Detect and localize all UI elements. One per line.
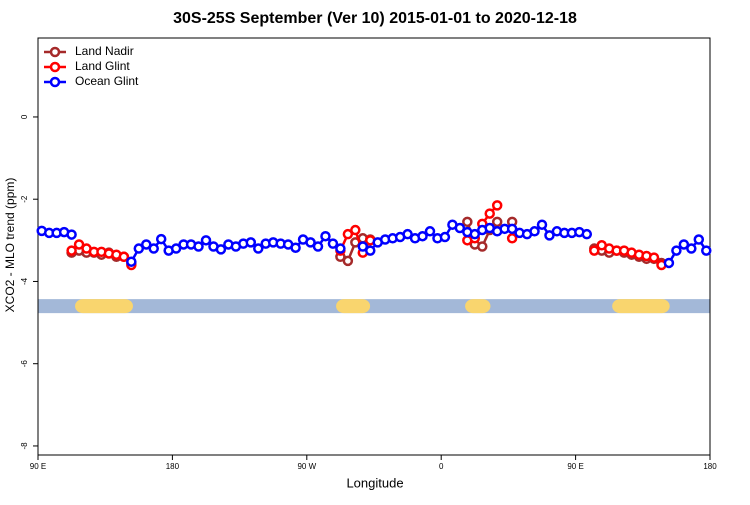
data-point <box>342 228 354 240</box>
data-point <box>148 243 159 254</box>
data-point <box>327 238 339 249</box>
y-tick-label: -4 <box>20 277 29 285</box>
data-point <box>290 242 301 253</box>
x-tick-label: 0 <box>439 462 444 471</box>
land-band <box>336 299 371 314</box>
data-point <box>589 245 600 256</box>
data-point <box>477 241 488 252</box>
data-point <box>357 241 369 252</box>
data-point <box>365 245 376 256</box>
data-point <box>141 239 152 250</box>
data-point <box>693 234 705 245</box>
data-point <box>320 230 331 242</box>
data-point <box>484 208 495 219</box>
data-point <box>671 245 682 256</box>
data-point <box>581 228 593 240</box>
data-point <box>312 241 324 252</box>
chart-title: 30S-25S September (Ver 10) 2015-01-01 to… <box>173 10 577 27</box>
legend-marker <box>49 46 61 58</box>
x-axis-label: Longitude <box>346 475 403 490</box>
data-point <box>133 243 145 254</box>
data-point <box>335 243 346 254</box>
legend-label: Ocean Glint <box>75 74 139 88</box>
x-tick-label: 90 E <box>30 462 46 471</box>
data-point <box>350 224 361 236</box>
data-point <box>686 243 697 254</box>
y-tick-label: -8 <box>20 442 29 450</box>
data-point <box>245 237 257 248</box>
data-point <box>648 252 660 263</box>
data-point <box>536 219 548 230</box>
land-band <box>465 299 491 314</box>
data-point <box>544 230 555 241</box>
x-tick-label: 90 E <box>567 462 583 471</box>
data-point <box>678 239 690 250</box>
data-point <box>701 245 712 256</box>
data-point <box>491 216 503 228</box>
data-point <box>170 243 182 254</box>
ocean-band <box>38 299 710 314</box>
legend-marker <box>49 76 61 88</box>
legend-label: Land Glint <box>75 59 130 73</box>
data-point <box>253 243 264 254</box>
data-point <box>342 255 354 267</box>
plot-frame <box>37 37 711 456</box>
data-point <box>126 256 137 267</box>
data-point <box>66 245 77 256</box>
land-band <box>612 299 670 314</box>
data-point <box>529 226 540 237</box>
data-point <box>200 235 212 246</box>
data-point <box>417 230 428 242</box>
legend-label: Land Nadir <box>75 44 134 58</box>
data-point <box>439 231 451 243</box>
data-point <box>118 251 130 263</box>
data-point <box>506 233 518 244</box>
data-point <box>305 237 316 248</box>
data-point <box>66 229 77 240</box>
y-tick-label: -6 <box>20 360 29 368</box>
data-point <box>215 244 227 255</box>
data-point <box>506 223 518 235</box>
data-point <box>462 216 473 228</box>
data-point <box>469 228 481 240</box>
x-tick-label: 180 <box>166 462 180 471</box>
legend-marker <box>49 61 61 73</box>
data-point <box>491 200 503 211</box>
data-point <box>193 241 204 252</box>
land-band <box>75 299 133 314</box>
x-tick-label: 180 <box>703 462 717 471</box>
data-point <box>402 228 413 240</box>
data-point <box>424 226 436 237</box>
y-tick-label: -2 <box>20 195 29 203</box>
x-tick-label: 90 W <box>297 462 316 471</box>
y-tick-label: 0 <box>20 114 29 119</box>
data-point <box>155 233 167 245</box>
data-point <box>454 222 466 234</box>
y-axis-label: XCO2 - MLO trend (ppm) <box>3 178 17 313</box>
data-point <box>73 239 85 250</box>
data-point <box>663 257 675 269</box>
